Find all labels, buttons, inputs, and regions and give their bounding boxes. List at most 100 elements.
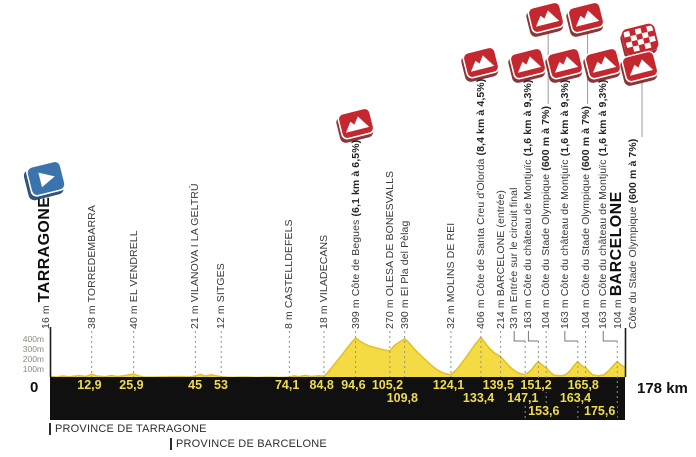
elbow-connector: [564, 331, 578, 342]
finish-climb-name: Côte du Stade Olympique: [627, 203, 639, 329]
y-axis-label-200m: 200m: [22, 354, 44, 364]
mountain-glyph: [621, 50, 659, 83]
waypoint-name: TORREDEMBARRA: [85, 205, 98, 303]
waypoint-name: SITGES: [215, 263, 228, 303]
waypoint-elevation: 399 m: [349, 296, 362, 329]
waypoint-elevation: 406 m: [474, 296, 487, 329]
finish-checkered-flag-icon: [620, 22, 660, 56]
city-name: TARRAGONE: [36, 196, 53, 303]
waypoint-elevation: 18 m: [317, 302, 330, 329]
waypoint-label-barcelone: 104 m BARCELONE: [608, 191, 625, 329]
waypoint-name: Côte du château de Montjuïc: [522, 159, 535, 297]
waypoint-name: El Pla del Pèlag: [398, 220, 411, 297]
waypoint-label-el-vendrell: 40 m EL VENDRELL: [128, 230, 140, 329]
waypoint-elevation: 104 m: [579, 296, 592, 329]
waypoint-label-el-pla-del-p-lag: 390 m El Pla del Pèlag: [399, 221, 411, 329]
waypoint-elevation: 8 m: [283, 308, 296, 329]
start-km-label: 0: [30, 379, 39, 396]
waypoint-label-viladecans: 18 m VILADECANS: [318, 235, 330, 329]
waypoint-name: Côte du Stade Olympique: [540, 173, 553, 297]
climb-detail: (6,1 km à 6,5%): [349, 139, 362, 220]
mountain-glyph: [567, 1, 604, 34]
elbow-connector: [602, 331, 618, 342]
waypoint-label-vilanova-i-la-geltr-: 21 m VILANOVA I LA GELTRÚ: [189, 183, 201, 329]
waypoint-label-c-te-du-stade-olympique: 104 m Côte du Stade Olympique (600 m à 7…: [580, 106, 592, 329]
mountain-climb-icon-top: [566, 0, 606, 34]
city-name: BARCELONE: [608, 191, 625, 297]
waypoint-name: VILADECANS: [317, 234, 330, 303]
elbow-connector: [513, 331, 526, 342]
mountain-climb-icon: [509, 46, 549, 80]
waypoint-elevation: 38 m: [85, 302, 98, 329]
climb-detail: (1,6 km à 9,3%): [558, 79, 571, 160]
km-tick-label: 165,8: [565, 378, 601, 392]
mountain-glyph: [510, 47, 547, 80]
waypoint-label-tarragone: 16 m TARRAGONE: [36, 196, 53, 329]
waypoint-label-c-te-du-ch-teau-de-montju-c: 163 m Côte du château de Montjuïc (1,6 k…: [559, 80, 571, 329]
waypoint-label-entr-e-sur-le-circuit-final: 33 m Entrée sur le circuit final: [508, 187, 520, 329]
province-tarragone-label: PROVINCE DE TARRAGONE: [49, 423, 207, 435]
km-tick-label: 124,1: [430, 378, 467, 392]
waypoint-label-c-te-du-stade-olympique: 104 m Côte du Stade Olympique (600 m à 7…: [540, 106, 552, 329]
mountain-glyph: [462, 46, 500, 79]
waypoint-label-molins-de-rei: 32 m MOLINS DE REI: [445, 223, 457, 329]
start-flag-icon: [25, 159, 67, 198]
km-tick-label: 151,2: [518, 378, 554, 392]
km-tick-label: 147,1: [505, 391, 541, 405]
waypoint-name: Côte de Santa Creu d'Olorda: [474, 158, 487, 297]
waypoint-name: BARCELONE (entrée): [494, 190, 507, 297]
km-tick-label: 45: [186, 378, 205, 392]
waypoint-label-barcelone-entr-e-: 214 m BARCELONE (entrée): [495, 190, 507, 329]
waypoint-elevation: 16 m: [40, 302, 52, 329]
waypoint-elevation: 163 m: [558, 296, 571, 329]
mountain-glyph: [546, 47, 584, 80]
km-tick-label: 105,2: [369, 378, 406, 392]
km-tick-label: 53: [212, 378, 230, 392]
waypoint-label-castelldefels: 8 m CASTELLDEFELS: [283, 219, 295, 329]
waypoint-name: OLESA DE BONESVALLS: [383, 170, 396, 297]
finish-subtitle-label: Côte du Stade Olympique (600 m à 7%): [627, 139, 639, 329]
waypoint-name: EL VENDRELL: [127, 230, 140, 303]
km-tick-label: 25,9: [117, 378, 146, 392]
km-tick-label: 109,8: [384, 391, 420, 405]
waypoint-elevation: 12 m: [215, 302, 228, 329]
waypoint-name: Côte du château de Montjuïc: [558, 159, 571, 297]
finish-climb-icon: [620, 49, 660, 83]
waypoint-elevation: 104 m: [612, 296, 624, 329]
finish-flag-glyph: [621, 23, 659, 56]
climb-detail: (1,6 km à 9,3%): [597, 79, 610, 160]
waypoint-label-c-te-du-ch-teau-de-montju-c: 163 m Côte du château de Montjuïc (1,6 k…: [522, 80, 534, 329]
mountain-glyph: [584, 47, 622, 80]
mountain-climb-icon: [545, 46, 585, 80]
km-tick-label: 153,6: [526, 404, 562, 418]
waypoint-label-olesa-de-bonesvalls: 270 m OLESA DE BONESVALLS: [384, 171, 396, 329]
waypoint-elevation: 33 m: [508, 302, 521, 329]
waypoint-elevation: 21 m: [189, 302, 202, 329]
waypoint-label-c-te-de-santa-creu-d-olorda: 406 m Côte de Santa Creu d'Olorda (8,4 k…: [475, 79, 487, 329]
mountain-glyph: [337, 107, 374, 140]
waypoint-name: MOLINS DE REI: [444, 222, 457, 303]
y-axis-label-100m: 100m: [22, 364, 44, 374]
waypoint-elevation: 270 m: [383, 296, 396, 329]
climb-detail: (600 m à 7%): [540, 105, 553, 174]
km-tick-label: 133,4: [460, 391, 497, 405]
y-axis-label-300m: 300m: [22, 344, 44, 354]
waypoint-elevation: 32 m: [444, 302, 457, 329]
mountain-climb-icon: [461, 45, 501, 79]
waypoint-name: Entrée sur le circuit final: [508, 187, 521, 303]
waypoint-label-torredembarra: 38 m TORREDEMBARRA: [86, 205, 98, 329]
km-tick-label: 84,8: [307, 378, 336, 392]
mountain-climb-icon-top: [526, 0, 566, 34]
waypoint-name: CASTELLDEFELS: [283, 219, 296, 309]
total-distance-label: 178 km: [637, 380, 688, 397]
mountain-climb-icon: [336, 106, 376, 140]
mountain-climb-icon: [583, 46, 623, 80]
province-barcelone-label: PROVINCE DE BARCELONE: [170, 438, 327, 450]
waypoint-elevation: 163 m: [522, 296, 535, 329]
climb-detail: (1,6 km à 9,3%): [522, 79, 535, 160]
waypoint-name: Côte de Begues: [349, 219, 362, 297]
waypoint-elevation: 163 m: [597, 296, 610, 329]
mountain-glyph: [527, 1, 565, 34]
